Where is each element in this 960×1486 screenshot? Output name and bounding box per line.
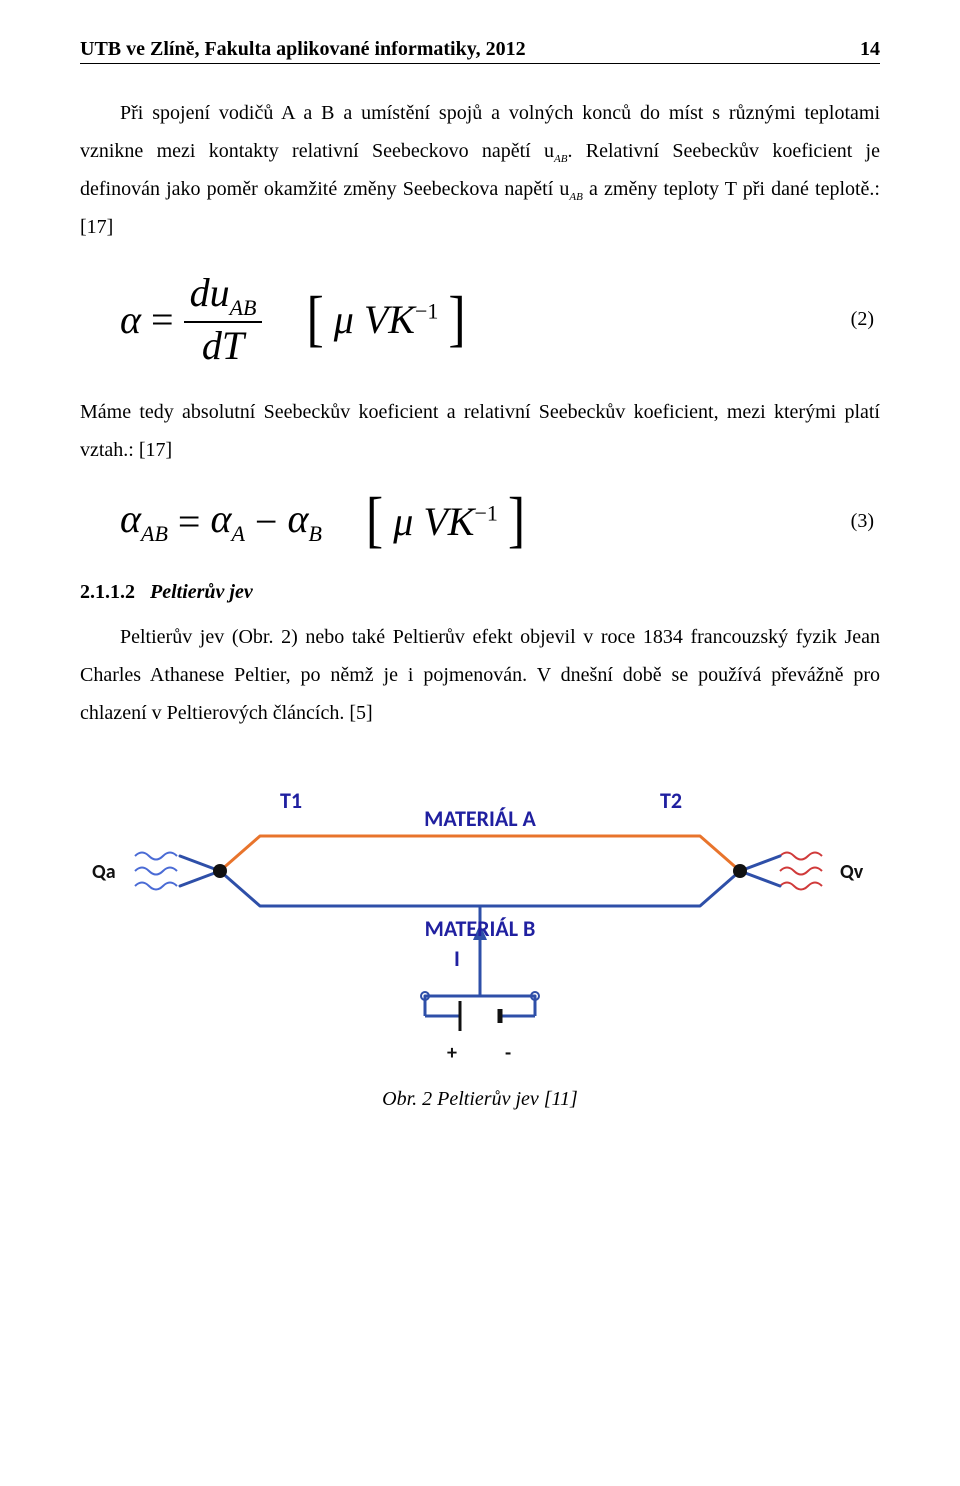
eq2-fraction: duAB dT bbox=[184, 272, 263, 367]
svg-text:+: + bbox=[447, 1041, 457, 1065]
p1-sub-ab: AB bbox=[554, 153, 567, 165]
svg-text:Qv: Qv bbox=[840, 860, 864, 884]
section-number: 2.1.1.2 bbox=[80, 581, 135, 603]
paragraph-3: Peltierův jev (Obr. 2) nebo také Peltier… bbox=[80, 618, 880, 732]
page-header: UTB ve Zlíně, Fakulta aplikované informa… bbox=[80, 38, 880, 64]
eq3-alpha1: α bbox=[120, 496, 141, 541]
eq3-alpha-b: αB bbox=[287, 495, 321, 547]
eq3-lbracket: [ bbox=[366, 496, 383, 546]
svg-text:T2: T2 bbox=[660, 787, 682, 814]
eq2-numerator: duAB bbox=[184, 272, 263, 319]
eq3-sub-ab: AB bbox=[141, 521, 168, 546]
eq3-vk-text: VK bbox=[423, 499, 474, 544]
equation-3-row: αAB = αA − αB [ μVK−1 ] (3) bbox=[120, 495, 880, 547]
eq3-alpha3: α bbox=[287, 496, 308, 541]
svg-text:MATERIÁL B: MATERIÁL B bbox=[425, 915, 536, 942]
diagram-caption: Obr. 2 Peltierův jev [11] bbox=[80, 1088, 880, 1111]
header-page-number: 14 bbox=[860, 38, 880, 61]
p1-sub-ab2: AB bbox=[569, 191, 582, 203]
eq3-alpha-ab: αAB bbox=[120, 495, 168, 547]
equation-2-row: α = duAB dT [ μVK−1 ] (2) bbox=[120, 272, 880, 367]
peltier-svg: T1 T2 MATERIÁL A MATERIÁL B Qa Qv I + - bbox=[80, 766, 880, 1066]
eq2-equals: = bbox=[151, 296, 174, 343]
eq2-rbracket: ] bbox=[448, 295, 465, 345]
eq3-number: (3) bbox=[851, 510, 880, 533]
eq3-minus: − bbox=[255, 498, 278, 545]
svg-text:T1: T1 bbox=[280, 787, 302, 814]
eq2-denominator: dT bbox=[196, 325, 250, 367]
eq2-exp: −1 bbox=[415, 299, 438, 324]
eq2-vk-text: VK bbox=[364, 297, 415, 342]
svg-text:Qa: Qa bbox=[92, 860, 116, 884]
svg-text:-: - bbox=[505, 1041, 511, 1065]
eq2-du: du bbox=[190, 270, 230, 315]
eq3-vk: VK−1 bbox=[423, 498, 498, 545]
paragraph-2: Máme tedy absolutní Seebeckův koeficient… bbox=[80, 393, 880, 469]
equation-2: α = duAB dT [ μVK−1 ] bbox=[120, 272, 466, 367]
eq2-num-sub: AB bbox=[230, 295, 257, 320]
section-heading: 2.1.1.2 Peltierův jev bbox=[80, 581, 880, 604]
eq2-lbracket: [ bbox=[306, 295, 323, 345]
eq3-equals: = bbox=[178, 498, 201, 545]
section-title: Peltierův jev bbox=[150, 581, 253, 603]
peltier-diagram: T1 T2 MATERIÁL A MATERIÁL B Qa Qv I + - Obr. 2 P… bbox=[80, 766, 880, 1111]
svg-text:MATERIÁL A: MATERIÁL A bbox=[424, 805, 536, 832]
paragraph-1: Při spojení vodičů A a B a umístění spoj… bbox=[80, 94, 880, 246]
eq3-rbracket: ] bbox=[508, 496, 525, 546]
eq3-mu: μ bbox=[393, 498, 413, 545]
eq2-mu: μ bbox=[334, 296, 354, 343]
header-title: UTB ve Zlíně, Fakulta aplikované informa… bbox=[80, 38, 526, 61]
eq2-number: (2) bbox=[851, 308, 880, 331]
equation-3: αAB = αA − αB [ μVK−1 ] bbox=[120, 495, 525, 547]
svg-text:I: I bbox=[454, 945, 460, 972]
eq3-alpha-a: αA bbox=[210, 495, 244, 547]
eq2-vk: VK−1 bbox=[364, 296, 439, 343]
eq3-sub-b: B bbox=[308, 521, 321, 546]
eq3-exp: −1 bbox=[474, 500, 497, 525]
eq3-alpha2: α bbox=[210, 496, 231, 541]
eq3-sub-a: A bbox=[231, 521, 244, 546]
eq2-alpha: α bbox=[120, 296, 141, 343]
